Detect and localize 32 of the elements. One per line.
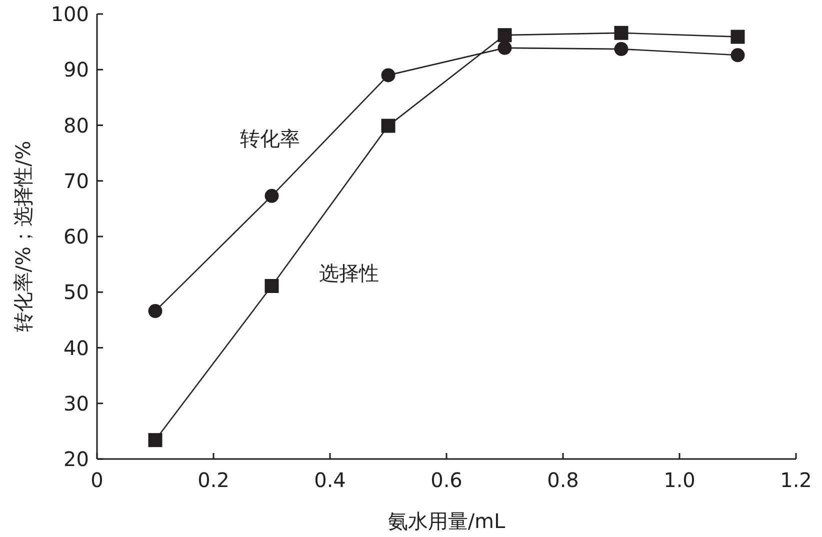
- point: [498, 40, 512, 55]
- x-tick-label: 1.2: [780, 468, 812, 492]
- y-tick-label: 100: [50, 2, 89, 26]
- point: [730, 48, 745, 62]
- x-tick-label: 0.8: [547, 468, 579, 492]
- point: [264, 188, 279, 203]
- x-tick-label: 0.2: [198, 468, 230, 492]
- y-tick-label: 60: [64, 224, 89, 248]
- y-tick-label: 50: [64, 280, 89, 304]
- point: [730, 30, 745, 44]
- y-axis-title: 转化率/%；选择性/%: [11, 140, 35, 332]
- y-tick-label: 30: [64, 391, 89, 416]
- y-tick-label: 40: [64, 336, 89, 360]
- x-tick-label: 0.6: [430, 468, 462, 492]
- point: [264, 279, 279, 294]
- point: [148, 304, 162, 318]
- point: [614, 26, 628, 40]
- point: [498, 28, 512, 42]
- series-label: 选择性: [319, 260, 379, 285]
- y-tick-label: 90: [64, 58, 89, 82]
- x-tick-label: 0: [90, 468, 104, 492]
- y-tick-label: 70: [64, 168, 89, 193]
- x-tick-label: 1.0: [664, 468, 696, 492]
- point: [148, 433, 162, 448]
- x-axis-title: 氨水用量/mL: [388, 509, 506, 533]
- point: [381, 118, 396, 133]
- y-tick-label: 80: [64, 113, 89, 138]
- series-label: 转化率: [240, 126, 300, 151]
- y-tick-label: 20: [64, 447, 89, 471]
- point: [614, 42, 628, 56]
- x-tick-label: 0.4: [314, 468, 346, 492]
- point: [381, 68, 396, 82]
